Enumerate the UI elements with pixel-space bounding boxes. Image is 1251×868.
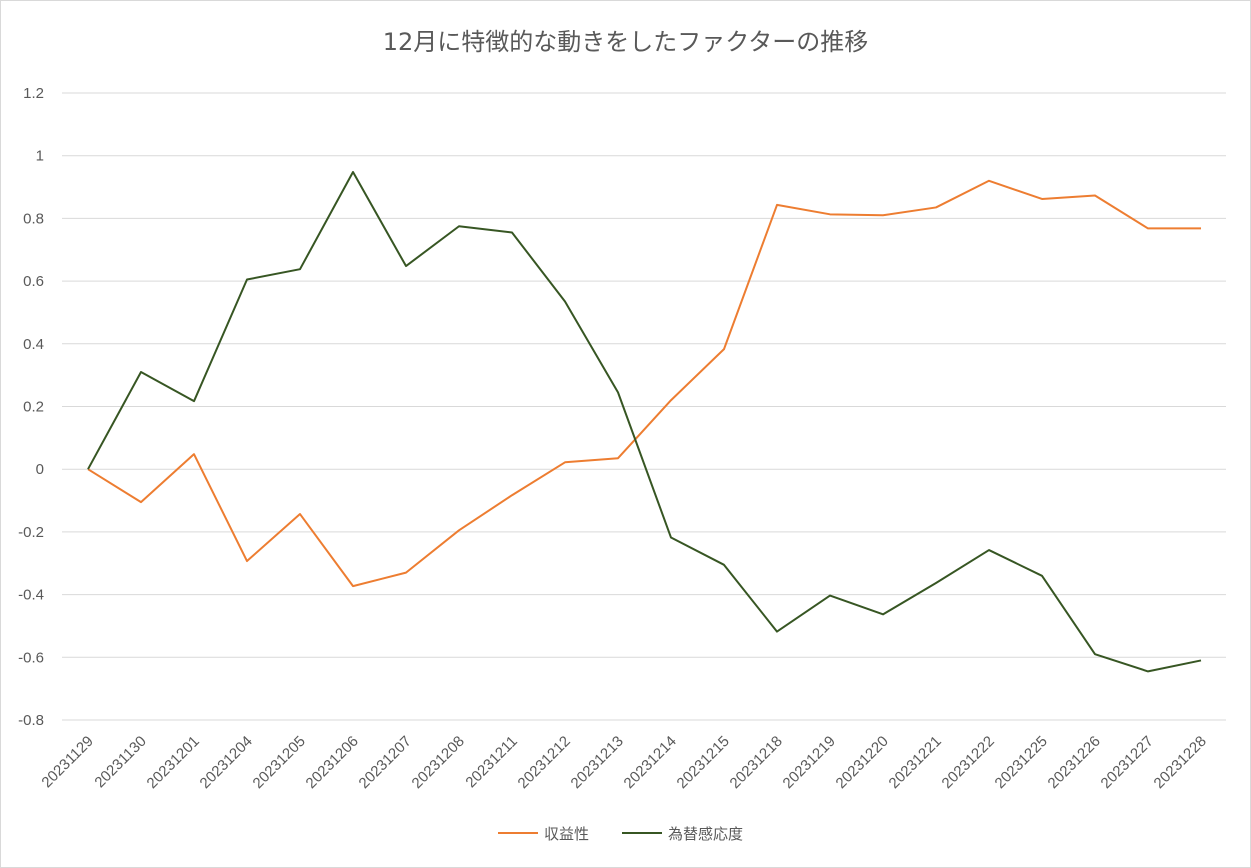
x-tick-label: 20231130 [91, 733, 149, 791]
y-tick-label: 1 [36, 148, 44, 165]
y-tick-label: 0.4 [23, 336, 44, 353]
x-tick-label: 20231207 [356, 733, 415, 792]
x-tick-label: 20231208 [409, 733, 468, 792]
x-tick-label: 20231206 [303, 733, 362, 792]
x-tick-label: 20231129 [38, 733, 96, 791]
y-tick-label: -0.8 [18, 712, 44, 729]
x-tick-label: 20231220 [833, 733, 892, 792]
x-tick-label: 20231221 [886, 733, 945, 792]
y-tick-label: 0.6 [23, 273, 44, 290]
y-tick-label: -0.4 [18, 587, 44, 604]
x-tick-label: 20231219 [780, 733, 839, 792]
series-line-2 [87, 171, 1202, 673]
x-tick-label: 20231213 [568, 733, 627, 792]
x-tick-label: 20231204 [197, 733, 256, 792]
y-tick-label: 1.2 [23, 85, 44, 102]
x-tick-label: 20231225 [992, 733, 1051, 792]
x-tick-label: 20231214 [621, 733, 680, 792]
x-tick-label: 20231211 [462, 733, 520, 791]
legend-label-2: 為替感応度 [668, 825, 743, 843]
chart-title: 12月に特徴的な動きをしたファクターの推移 [382, 28, 869, 56]
y-tick-label: -0.6 [18, 649, 44, 666]
x-tick-label: 20231226 [1045, 733, 1104, 792]
x-tick-label: 20231215 [674, 733, 733, 792]
y-tick-label: 0.8 [23, 210, 44, 227]
x-tick-label: 20231228 [1151, 733, 1210, 792]
x-tick-label: 20231222 [939, 733, 998, 792]
legend-label-1: 収益性 [544, 825, 589, 843]
y-tick-label: -0.2 [18, 524, 44, 541]
series-line-1 [87, 179, 1201, 588]
x-tick-label: 20231227 [1098, 733, 1157, 792]
y-tick-label: 0.2 [23, 399, 44, 416]
x-tick-label: 20231218 [727, 733, 786, 792]
x-tick-label: 20231212 [515, 733, 574, 792]
x-tick-label: 20231201 [144, 733, 203, 792]
x-tick-label: 20231205 [250, 733, 309, 792]
y-tick-label: 0 [36, 461, 44, 478]
